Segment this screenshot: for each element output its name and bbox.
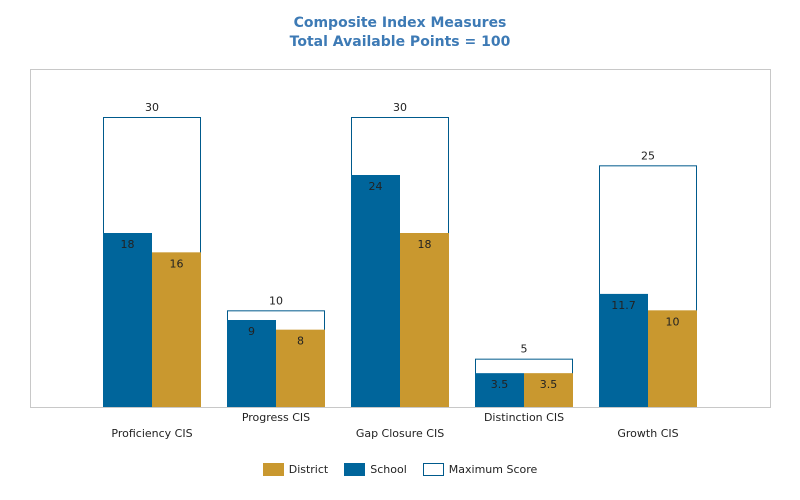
bar-district-growth-cis [648,310,697,407]
legend-item-max: Maximum Score [422,463,538,476]
bar-school-growth-cis [599,293,648,407]
value-label-district-gap-closure-cis: 18 [418,238,432,251]
value-labels-group: 30 18 16 10 9 8 30 24 18 5 3.5 3.5 25 11.7 10 [121,101,680,391]
category-label-proficiency-cis: Proficiency CIS [111,427,192,440]
legend-swatch-max [422,463,444,476]
category-label-distinction-cis: Distinction CIS [484,411,564,424]
legend-swatch-district [262,463,284,476]
value-label-school-progress-cis: 9 [248,325,255,338]
value-label-max-proficiency-cis: 30 [145,101,159,114]
category-labels-group: Proficiency CIS Progress CIS Gap Closure C… [111,411,678,440]
bar-school-gap-closure-cis [351,175,400,407]
bar-school-progress-cis [227,320,276,407]
value-label-max-gap-closure-cis: 30 [393,101,407,114]
legend-item-school: School [344,463,407,476]
bars-group [103,117,697,408]
legend-label-school: School [370,463,407,476]
bar-school-distinction-cis [475,373,524,407]
value-label-district-growth-cis: 10 [666,315,680,328]
value-label-district-proficiency-cis: 16 [170,257,184,270]
category-label-growth-cis: Growth CIS [617,427,678,440]
legend: District School Maximum Score [0,463,800,476]
value-label-school-gap-closure-cis: 24 [369,180,383,193]
value-label-district-distinction-cis: 3.5 [540,378,558,391]
chart-title: Composite Index Measures Total Available… [0,14,800,52]
bar-school-proficiency-cis [103,233,152,407]
value-label-district-progress-cis: 8 [297,335,304,348]
value-label-max-distinction-cis: 5 [521,343,528,356]
legend-label-max: Maximum Score [448,463,538,476]
value-label-max-growth-cis: 25 [641,149,655,162]
bar-district-gap-closure-cis [400,233,449,407]
legend-swatch-school [344,463,366,476]
chart-title-line1: Composite Index Measures [293,15,507,31]
value-label-school-distinction-cis: 3.5 [491,378,509,391]
category-label-progress-cis: Progress CIS [242,411,310,424]
category-label-gap-closure-cis: Gap Closure CIS [356,427,444,440]
chart-title-line2: Total Available Points = 100 [289,34,511,50]
legend-item-district: District [262,463,329,476]
bar-district-progress-cis [276,329,325,407]
plot-frame [30,69,771,408]
bar-district-proficiency-cis [152,252,201,407]
legend-label-district: District [288,463,329,476]
value-label-school-proficiency-cis: 18 [121,238,135,251]
bar-district-distinction-cis [524,373,573,407]
value-label-school-growth-cis: 11.7 [611,299,636,312]
value-label-max-progress-cis: 10 [269,294,283,307]
